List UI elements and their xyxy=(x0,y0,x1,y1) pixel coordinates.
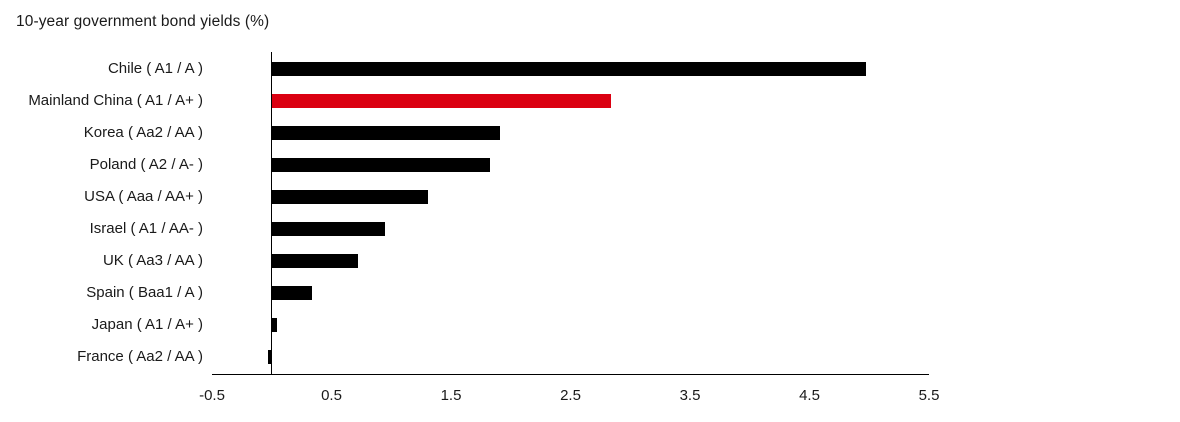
category-label-japan: Japan ( A1 / A+ ) xyxy=(91,316,203,333)
x-tick-label-1p5: 1.5 xyxy=(440,387,462,404)
bar-israel xyxy=(271,222,386,236)
category-label-france: France ( Aa2 / AA ) xyxy=(77,348,203,365)
x-tick-label-4p5: 4.5 xyxy=(799,387,820,404)
x-tick-label-2p5: 2.5 xyxy=(560,387,581,404)
category-label-mainland-china: Mainland China ( A1 / A+ ) xyxy=(28,92,203,109)
x-axis-line xyxy=(212,374,929,375)
category-label-korea: Korea ( Aa2 / AA ) xyxy=(83,124,203,141)
x-tick-label-3p5: 3.5 xyxy=(679,387,701,404)
chart-title: 10-year government bond yields (%) xyxy=(16,13,270,30)
category-label-chile: Chile ( A1 / A ) xyxy=(107,60,203,77)
bar-chile xyxy=(271,62,866,76)
category-label-spain: Spain ( Baa1 / A ) xyxy=(86,284,203,301)
bar-france xyxy=(268,350,272,364)
x-tick-label-neg0p5: -0.5 xyxy=(199,387,225,404)
bar-usa xyxy=(271,190,429,204)
x-tick-label-0p5: 0.5 xyxy=(321,387,342,404)
x-tick-label-5p5: 5.5 xyxy=(918,387,940,404)
zero-baseline xyxy=(271,52,273,374)
category-label-uk: UK ( Aa3 / AA ) xyxy=(102,252,203,269)
bar-uk xyxy=(271,254,358,268)
category-label-israel: Israel ( A1 / AA- ) xyxy=(89,220,203,237)
bar-mainland-china xyxy=(271,94,612,108)
category-label-usa: USA ( Aaa / AA+ ) xyxy=(84,188,203,205)
bar-spain xyxy=(271,286,313,300)
bar-japan xyxy=(271,318,277,332)
category-label-poland: Poland ( A2 / A- ) xyxy=(89,156,203,173)
bar-poland xyxy=(271,158,491,172)
bar-korea xyxy=(271,126,500,140)
